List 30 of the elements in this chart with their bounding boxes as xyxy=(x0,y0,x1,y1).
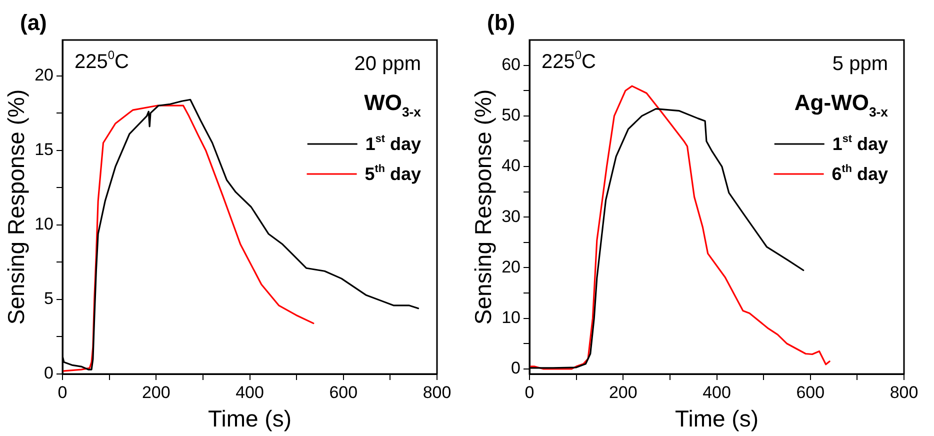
text: (a) xyxy=(20,10,47,35)
y-tick-label: 40 xyxy=(502,156,521,176)
x-tick-label: 800 xyxy=(890,382,918,402)
y-tick-label: 60 xyxy=(502,54,521,74)
y-tick-label: 0 xyxy=(44,364,54,383)
x-tick-label: 0 xyxy=(524,382,534,402)
x-tick-label: 400 xyxy=(236,382,264,402)
x-tick-label: 800 xyxy=(422,382,452,402)
y-tick-label: 20 xyxy=(34,65,54,84)
y-tick-label: 10 xyxy=(502,308,521,328)
annotation: 20 ppm xyxy=(354,53,422,75)
x-tick-label: 400 xyxy=(702,382,731,402)
y-axis-title: Sensing Response (%) xyxy=(470,89,496,325)
annotation: 5 ppm xyxy=(832,53,888,75)
y-axis-title: Sensing Response (%) xyxy=(3,89,30,325)
text: (b) xyxy=(487,10,516,35)
y-tick-label: 15 xyxy=(34,140,54,160)
x-tick-label: 600 xyxy=(796,382,825,402)
y-tick-label: 0 xyxy=(511,358,521,378)
x-axis-title: Time (s) xyxy=(675,406,758,432)
y-tick-label: 50 xyxy=(502,106,521,125)
x-tick-label: 600 xyxy=(329,382,358,402)
y-tick-label: 10 xyxy=(34,214,54,234)
y-tick-label: 20 xyxy=(502,257,521,276)
x-tick-label: 200 xyxy=(142,382,170,402)
x-tick-label: 200 xyxy=(608,382,638,402)
y-tick-label: 5 xyxy=(44,289,54,308)
x-tick-label: 0 xyxy=(58,382,68,402)
x-axis-title: Time (s) xyxy=(208,406,292,432)
y-tick-label: 30 xyxy=(502,206,521,226)
